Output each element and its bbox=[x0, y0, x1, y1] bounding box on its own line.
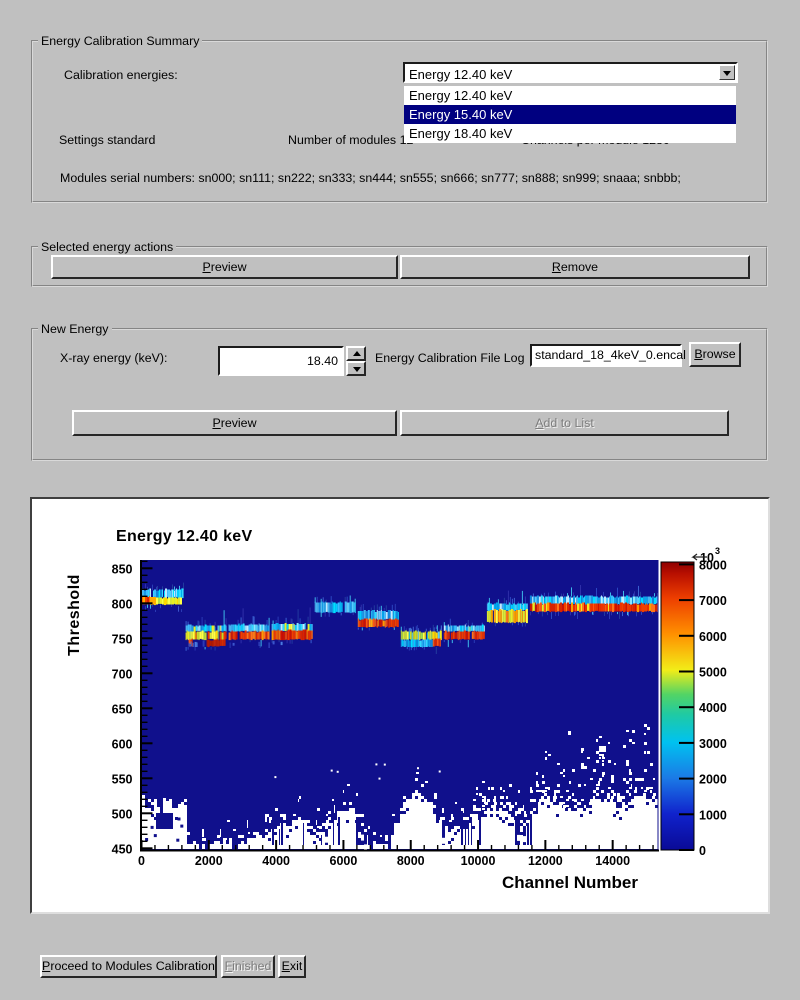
svg-text:Energy 12.40 keV: Energy 12.40 keV bbox=[116, 528, 252, 545]
svg-text:500: 500 bbox=[112, 807, 133, 821]
svg-text:10: 10 bbox=[700, 551, 714, 565]
svg-text:750: 750 bbox=[112, 632, 133, 646]
svg-text:2000: 2000 bbox=[699, 773, 727, 787]
svg-text:8000: 8000 bbox=[397, 854, 425, 868]
svg-text:0: 0 bbox=[699, 844, 706, 858]
svg-text:7000: 7000 bbox=[699, 594, 727, 608]
svg-text:5000: 5000 bbox=[699, 666, 727, 680]
svg-text:550: 550 bbox=[112, 772, 133, 786]
svg-text:4000: 4000 bbox=[699, 701, 727, 715]
svg-text:850: 850 bbox=[112, 562, 133, 576]
svg-text:700: 700 bbox=[112, 667, 133, 681]
svg-text:14000: 14000 bbox=[595, 854, 630, 868]
svg-text:12000: 12000 bbox=[528, 854, 563, 868]
svg-text:6000: 6000 bbox=[699, 630, 727, 644]
svg-text:6000: 6000 bbox=[330, 854, 358, 868]
svg-text:4000: 4000 bbox=[262, 854, 290, 868]
svg-text:8000: 8000 bbox=[699, 558, 727, 572]
svg-text:10000: 10000 bbox=[461, 854, 496, 868]
svg-text:3: 3 bbox=[715, 546, 720, 556]
svg-text:2000: 2000 bbox=[195, 854, 223, 868]
svg-text:650: 650 bbox=[112, 702, 133, 716]
svg-text:3000: 3000 bbox=[699, 737, 727, 751]
svg-text:Threshold: Threshold bbox=[66, 574, 83, 656]
svg-text:800: 800 bbox=[112, 597, 133, 611]
svg-text:600: 600 bbox=[112, 737, 133, 751]
svg-text:1000: 1000 bbox=[699, 808, 727, 822]
svg-text:0: 0 bbox=[138, 854, 145, 868]
svg-text:Channel Number: Channel Number bbox=[502, 873, 638, 892]
svg-text:450: 450 bbox=[112, 842, 133, 856]
